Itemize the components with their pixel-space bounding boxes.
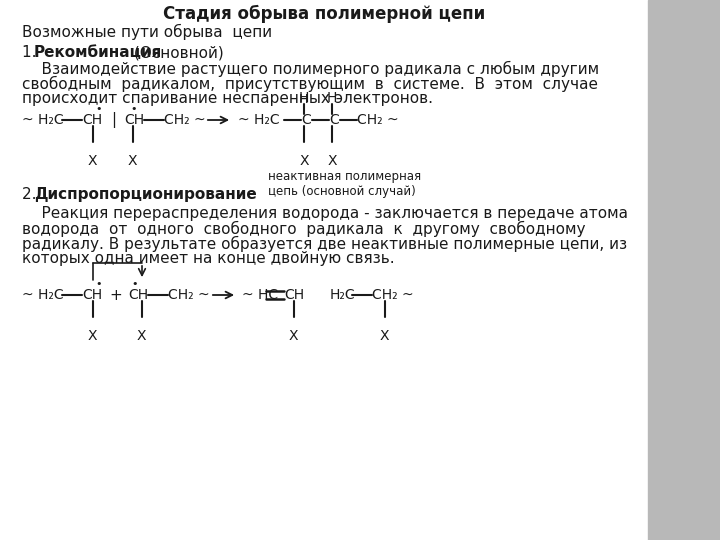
Text: которых одна имеет на конце двойную связь.: которых одна имеет на конце двойную связ…: [22, 251, 395, 266]
Text: ~ H₂C: ~ H₂C: [238, 113, 279, 127]
Text: свободным  радикалом,  присутствующим  в  системе.  В  этом  случае: свободным радикалом, присутствующим в си…: [22, 76, 598, 92]
Text: CH: CH: [284, 288, 304, 302]
Text: (Основной): (Основной): [129, 45, 224, 60]
Text: неактивная полимерная
цепь (основной случай): неактивная полимерная цепь (основной слу…: [268, 170, 421, 198]
Text: CH₂ ~: CH₂ ~: [168, 288, 210, 302]
Text: X: X: [137, 329, 146, 343]
Text: •: •: [95, 279, 102, 289]
Text: H₂C: H₂C: [330, 288, 356, 302]
Text: Рекомбинация: Рекомбинация: [34, 45, 162, 60]
Text: 1.: 1.: [22, 45, 41, 60]
Text: C: C: [301, 113, 311, 127]
Text: CH₂ ~: CH₂ ~: [164, 113, 206, 127]
Text: Реакция перераспределения водорода - заключается в передаче атома: Реакция перераспределения водорода - зак…: [22, 206, 628, 221]
Text: |: |: [112, 112, 117, 128]
Text: Взаимодействие растущего полимерного радикала с любым другим: Взаимодействие растущего полимерного рад…: [22, 61, 599, 77]
Text: +: +: [109, 287, 122, 302]
Text: ~ HC: ~ HC: [242, 288, 278, 302]
Text: •: •: [130, 104, 137, 114]
Text: X: X: [88, 329, 97, 343]
Text: CH₂ ~: CH₂ ~: [357, 113, 399, 127]
Text: Диспропорционирование: Диспропорционирование: [34, 187, 257, 202]
Text: X: X: [128, 154, 138, 168]
Text: CH: CH: [128, 288, 148, 302]
Text: ~ H₂C: ~ H₂C: [22, 288, 63, 302]
Text: X: X: [300, 154, 310, 168]
Text: X: X: [328, 154, 338, 168]
Text: 2.: 2.: [22, 187, 41, 202]
Text: CH: CH: [82, 288, 102, 302]
Text: •: •: [131, 279, 138, 289]
Text: Стадия обрыва полимерной цепи: Стадия обрыва полимерной цепи: [163, 5, 485, 23]
Text: H: H: [299, 91, 309, 105]
Text: Возможные пути обрыва  цепи: Возможные пути обрыва цепи: [22, 24, 272, 40]
Bar: [648, 0, 720, 540]
Text: водорода  от  одного  свободного  радикала  к  другому  свободному: водорода от одного свободного радикала к…: [22, 221, 585, 237]
Text: CH: CH: [124, 113, 144, 127]
Text: радикалу. В результате образуется две неактивные полимерные цепи, из: радикалу. В результате образуется две не…: [22, 236, 627, 252]
Text: •: •: [95, 104, 102, 114]
Text: CH: CH: [82, 113, 102, 127]
Text: происходит спаривание неспаренных электронов.: происходит спаривание неспаренных электр…: [22, 91, 433, 106]
Text: X: X: [289, 329, 299, 343]
Text: X: X: [88, 154, 97, 168]
Text: CH₂ ~: CH₂ ~: [372, 288, 413, 302]
Text: ~ H₂C: ~ H₂C: [22, 113, 63, 127]
Text: H: H: [327, 91, 337, 105]
Text: C: C: [329, 113, 338, 127]
Text: X: X: [380, 329, 390, 343]
